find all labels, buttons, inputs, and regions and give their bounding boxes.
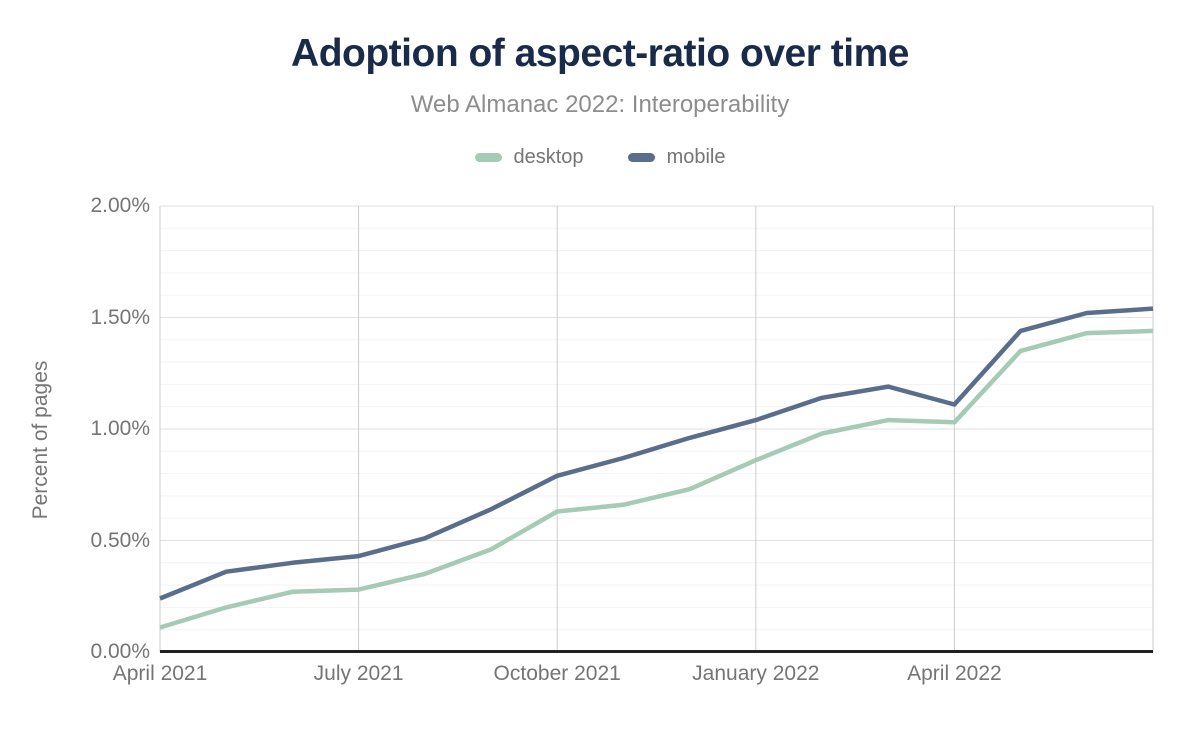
- x-tick-label: April 2022: [907, 662, 1002, 685]
- y-tick-label: 1.00%: [90, 417, 150, 440]
- y-tick-label: 0.50%: [90, 528, 150, 552]
- mobile-line: [159, 306, 1154, 601]
- y-axis-tick-labels: 0.00% 0.50% 1.00% 1.50% 2.00%: [0, 0, 150, 742]
- mobile-swatch-icon: [627, 152, 655, 162]
- legend-item-desktop: desktop: [474, 145, 584, 169]
- x-axis-tick-labels: April 2021 July 2021 October 2021 January 2…: [113, 662, 1153, 688]
- chart-subtitle: Web Almanac 2022: Interoperability: [410, 91, 790, 118]
- legend-label-mobile: mobile: [666, 145, 726, 168]
- x-tick-label: October 2021: [493, 662, 621, 685]
- x-tick-label: April 2021: [112, 662, 208, 685]
- chart-title: Adoption of aspect-ratio over time: [291, 32, 909, 75]
- plot-svg: [159, 205, 1154, 653]
- desktop-line: [159, 328, 1154, 630]
- plot-area: [159, 205, 1154, 653]
- legend: desktop mobile: [0, 144, 1200, 170]
- desktop-swatch-icon: [474, 152, 502, 162]
- y-tick-label: 0.00%: [90, 640, 150, 663]
- x-tick-label: July 2021: [313, 662, 404, 685]
- legend-label-desktop: desktop: [513, 145, 584, 168]
- y-tick-label: 1.50%: [90, 305, 150, 329]
- y-tick-label: 2.00%: [90, 194, 150, 217]
- legend-item-mobile: mobile: [627, 145, 726, 169]
- x-tick-label: January 2022: [692, 662, 820, 685]
